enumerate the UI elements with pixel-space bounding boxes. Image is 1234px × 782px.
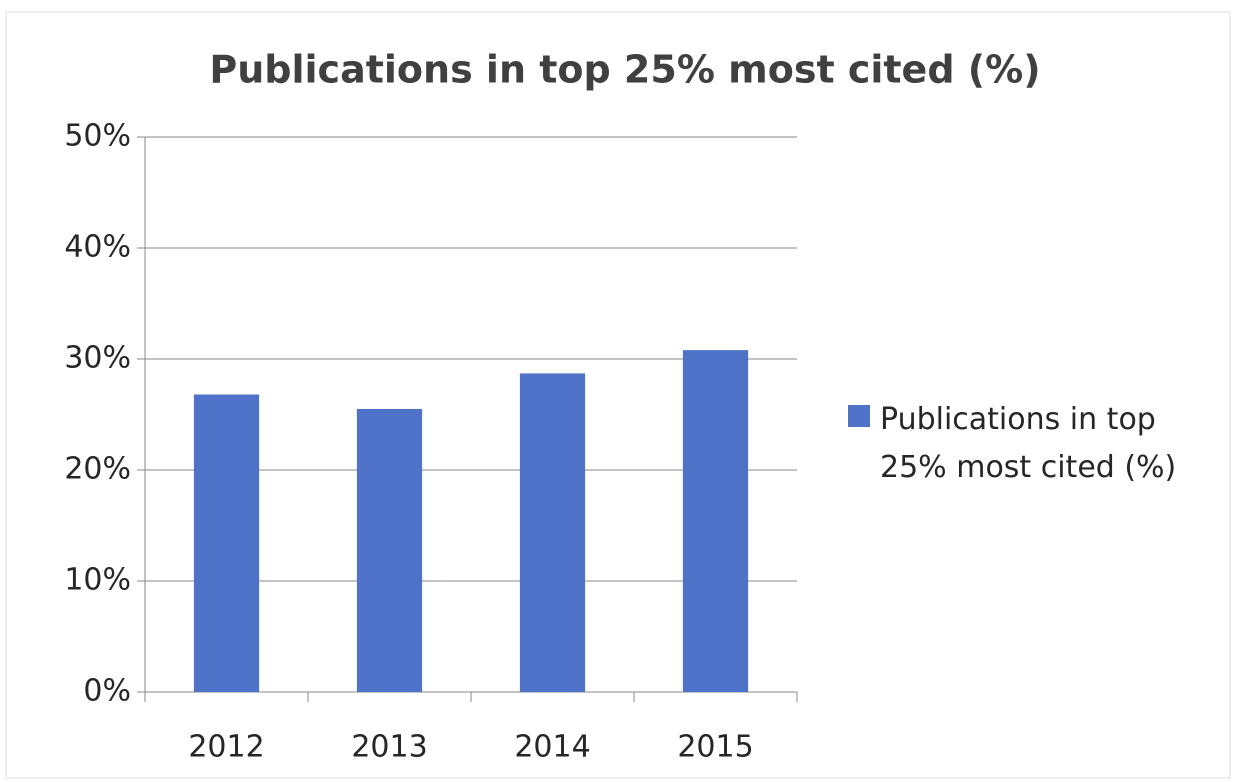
bar [682, 350, 749, 692]
bar [519, 373, 586, 692]
x-tick-label: 2013 [351, 730, 427, 765]
y-tick-label: 20% [64, 452, 131, 487]
legend-label: Publications in top 25% most cited (%) [880, 402, 1177, 485]
legend-swatch [848, 405, 870, 427]
x-tick-label: 2014 [514, 730, 590, 765]
bar [356, 408, 423, 692]
chart-border [5, 11, 1231, 779]
x-tick-label: 2015 [677, 730, 753, 765]
y-tick-label: 30% [64, 341, 131, 376]
y-tick-label: 0% [83, 674, 131, 709]
chart-title: Publications in top 25% most cited (%) [209, 48, 1040, 92]
x-tick-label: 2012 [188, 730, 264, 765]
y-tick-label: 50% [64, 119, 131, 154]
bar [193, 394, 260, 692]
y-tick-label: 10% [64, 563, 131, 598]
y-tick-label: 40% [64, 230, 131, 265]
